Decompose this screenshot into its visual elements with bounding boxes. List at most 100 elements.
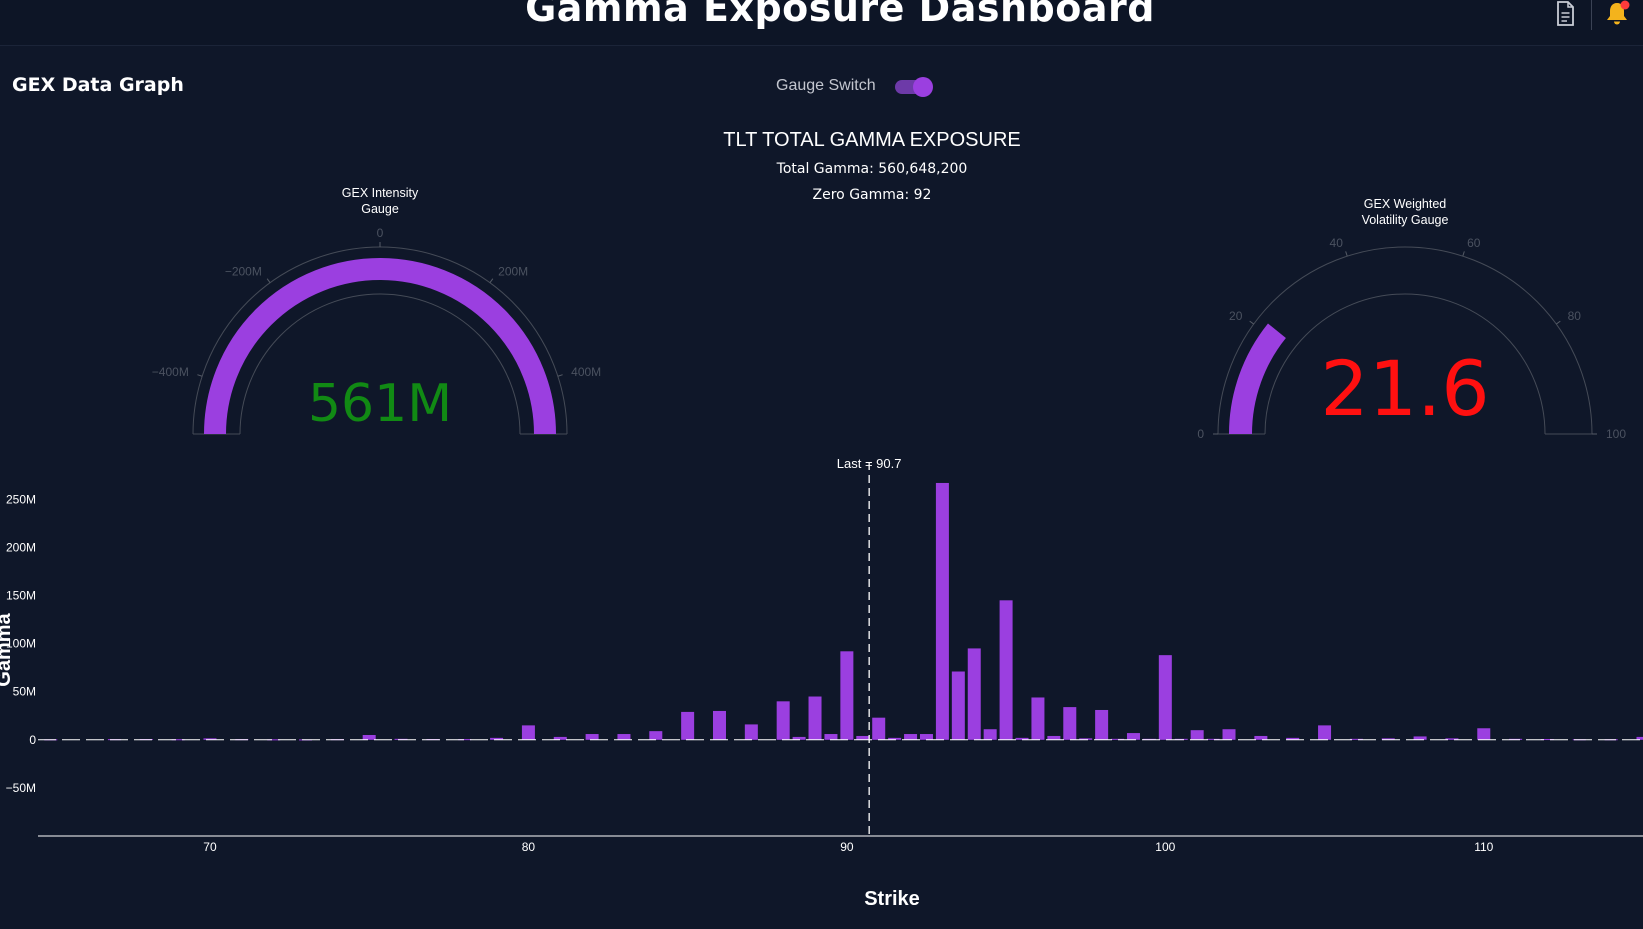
x-axis-title: Strike (864, 888, 920, 910)
gauge-tick (1345, 251, 1348, 257)
gamma-bar (1063, 707, 1077, 740)
bell-icon[interactable] (1603, 0, 1631, 28)
gamma-bar (744, 724, 758, 740)
gamma-bar (1190, 730, 1204, 740)
gamma-bar (856, 735, 870, 740)
gamma-bar (458, 739, 472, 741)
gauge-tick (197, 374, 203, 377)
gamma-bar (681, 711, 695, 740)
gauge-title: GEX Intensity (342, 186, 419, 200)
x-tick-label: 80 (522, 840, 536, 854)
gamma-bar (617, 734, 631, 740)
gamma-bar (203, 738, 217, 740)
gauge-tick-label: −200M (225, 264, 262, 278)
total-gamma-text: Total Gamma: 560,648,200 (776, 161, 968, 177)
gauge-tick (1555, 320, 1561, 325)
exposure-title: TLT TOTAL GAMMA EXPOSURE (723, 129, 1021, 151)
gamma-bar (904, 734, 918, 740)
gauge-inner-outline (1264, 293, 1546, 435)
y-tick-label: 200M (6, 540, 36, 554)
gamma-bar (1015, 737, 1029, 740)
gex-intensity-gauge: −400M −200M 0 200M 400M GEX Intensity Gauge 561… (152, 186, 601, 435)
toggle-knob (913, 77, 933, 97)
header-divider (1591, 0, 1592, 30)
gauge-tick-label: 200M (498, 264, 528, 278)
gauge-value-bar (1229, 323, 1287, 435)
gauge-tick (557, 374, 563, 377)
gamma-bar (967, 648, 981, 740)
gauge-value-label: 21.6 (1320, 344, 1489, 433)
gamma-bar (1636, 736, 1643, 740)
gamma-bar (1445, 738, 1459, 740)
gauge-tick-label: 40 (1330, 236, 1344, 250)
y-tick-label: 100M (6, 637, 36, 651)
gamma-bar (1095, 709, 1109, 740)
gauge-tick-label: −400M (152, 365, 189, 379)
gamma-bar (872, 717, 886, 740)
gamma-bar (1206, 738, 1220, 740)
gauge-tick-label: 0 (377, 226, 384, 240)
gamma-bar (171, 739, 185, 741)
gauge-tick (1249, 320, 1255, 325)
app-title: Gamma Exposure Dashboard (525, 0, 1155, 30)
gamma-bar (840, 651, 854, 740)
gauge-value-bar (204, 258, 556, 435)
gamma-bar (1111, 738, 1125, 740)
gauge-tick-label: 0 (1197, 427, 1204, 441)
document-icon[interactable] (1554, 1, 1576, 27)
top-bar: Gamma Exposure Dashboard (0, 0, 1643, 46)
gamma-bar (1158, 655, 1172, 740)
gauge-outer-outline (1217, 246, 1593, 435)
gamma-bar (888, 737, 902, 740)
gauge-tick-label: 60 (1467, 236, 1481, 250)
zero-gamma-text: Zero Gamma: 92 (812, 187, 932, 203)
section-title: GEX Data Graph (12, 74, 184, 96)
gamma-bar (1286, 737, 1300, 740)
gex-volatility-gauge: 0 20 40 60 80 100 GEX Weighted Volatility Gauge… (1197, 197, 1626, 441)
gauge-tick-label: 80 (1568, 309, 1582, 323)
gamma-bar (649, 731, 663, 740)
y-tick-label: 0 (29, 733, 36, 747)
gamma-bar (1079, 738, 1093, 740)
gauge-tick (1462, 251, 1465, 257)
y-tick-label: 250M (6, 492, 36, 506)
gamma-bar (521, 725, 535, 740)
gamma-bar (553, 736, 567, 740)
gauge-switch-toggle[interactable] (895, 77, 933, 97)
gauge-title: Volatility Gauge (1362, 213, 1449, 227)
gauge-tick-label: 20 (1229, 309, 1243, 323)
gamma-bar (1413, 736, 1427, 740)
gauge-tick (266, 278, 271, 284)
x-tick-label: 70 (203, 840, 217, 854)
gamma-bar (1254, 735, 1268, 740)
gamma-bar (490, 737, 504, 740)
gauges-layer: −400M −200M 0 200M 400M GEX Intensity Gauge 561… (152, 186, 1627, 441)
gamma-bar (585, 734, 599, 740)
gamma-bar (1222, 729, 1236, 740)
gamma-bar (919, 734, 933, 740)
last-price-label: Last = 90.7 (837, 456, 902, 471)
gauge-tick (489, 278, 494, 284)
gamma-bar (824, 734, 838, 740)
y-tick-label: 50M (13, 685, 36, 699)
x-tick-label: 100 (1155, 840, 1175, 854)
gamma-bar (951, 671, 965, 740)
y-tick-label: 150M (6, 589, 36, 603)
y-axis-title: Gamma (0, 612, 15, 686)
gamma-bar (1318, 725, 1332, 740)
y-tick-label: −50M (6, 781, 36, 795)
gauge-tick-label: 100 (1606, 427, 1626, 441)
gamma-bar (935, 482, 949, 740)
gamma-bar (1349, 738, 1363, 740)
gamma-bar (1381, 738, 1395, 740)
gamma-bar (267, 739, 281, 741)
gauge-switch-label: Gauge Switch (776, 77, 876, 94)
gauge-tick-label: 400M (571, 365, 601, 379)
gauge-title: Gauge (361, 202, 399, 216)
gauge-title: GEX Weighted (1364, 197, 1447, 211)
gamma-bar (1031, 697, 1045, 740)
gamma-bar (1477, 728, 1491, 740)
x-tick-label: 90 (840, 840, 854, 854)
gamma-bar (792, 736, 806, 740)
